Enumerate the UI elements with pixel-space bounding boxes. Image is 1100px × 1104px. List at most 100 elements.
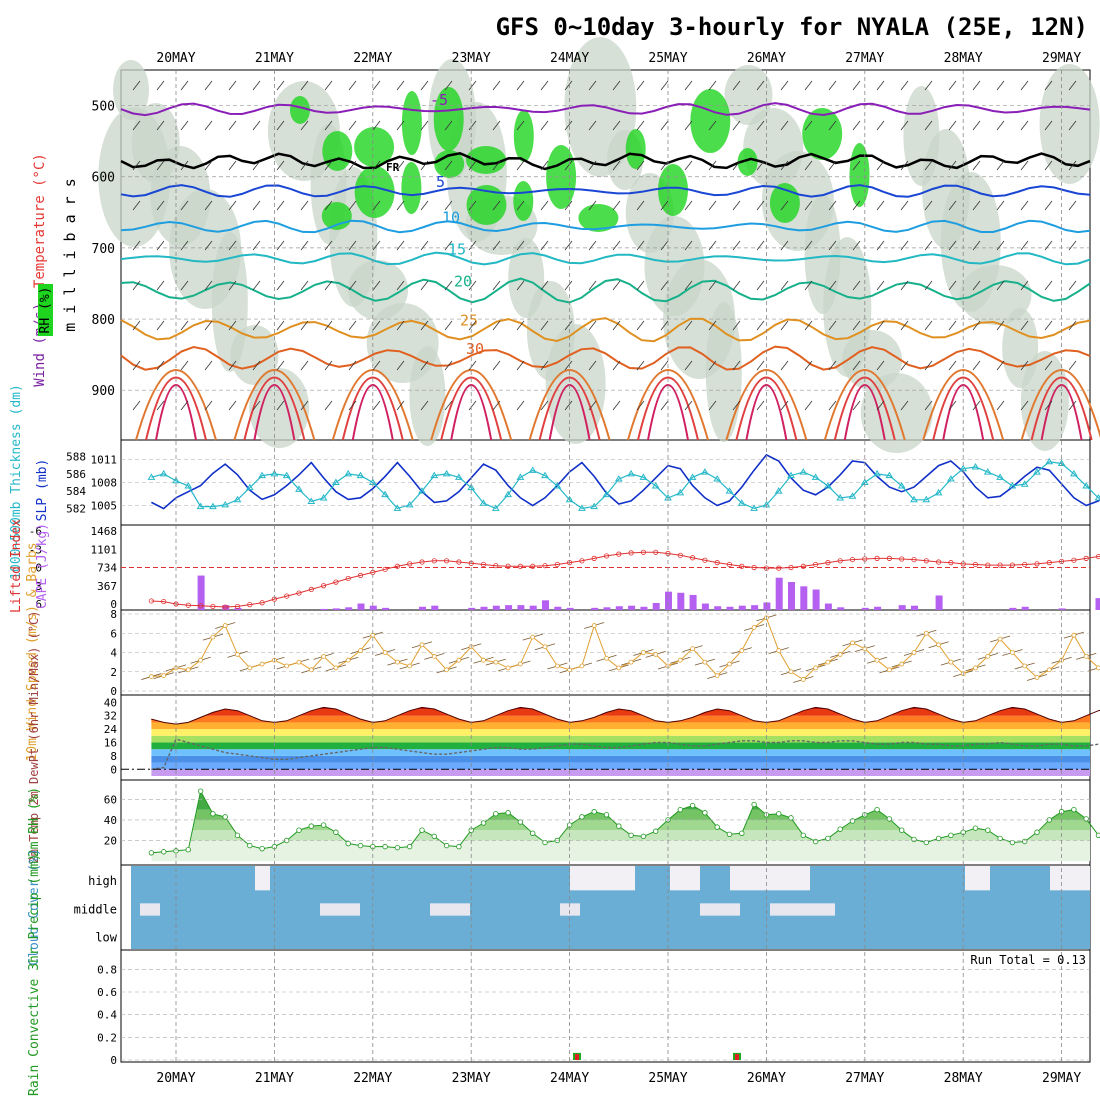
- day-label-bottom: 27MAY: [845, 1071, 884, 1086]
- cloud-high-clear: [255, 866, 270, 890]
- wind10-point: [580, 664, 584, 668]
- slp-axis-label: SLP (mb): [35, 459, 50, 522]
- run-total-label: Run Total = 0.13: [970, 953, 1086, 967]
- cape-bar: [382, 608, 389, 610]
- isotherm-label: -5: [430, 91, 448, 109]
- cape-bar: [345, 607, 352, 610]
- precip-tick-label: 0: [110, 1054, 117, 1067]
- rh2m-point: [321, 823, 326, 828]
- day-label-top: 21MAY: [255, 51, 294, 66]
- cape-bar: [542, 600, 549, 610]
- rh2m-point: [592, 809, 597, 814]
- rh-shade-high: [513, 181, 533, 221]
- wind10-point: [949, 660, 953, 664]
- thickness-tick-label: 584: [66, 485, 86, 498]
- wind10-point: [1084, 654, 1088, 658]
- rh-shade-high: [402, 91, 422, 155]
- rh2m-point: [309, 824, 314, 829]
- cape-bar: [800, 586, 807, 610]
- rh-tick-label: 40: [104, 814, 117, 827]
- rh-legend: RH (%): [38, 284, 53, 336]
- wind10-point: [777, 649, 781, 653]
- day-label-top: 27MAY: [845, 51, 884, 66]
- cape-bar: [1059, 608, 1066, 610]
- cape-bar: [665, 592, 672, 610]
- wind10-point: [285, 664, 289, 668]
- wind10-point: [248, 666, 252, 670]
- wind10-point: [236, 652, 240, 656]
- rh2m-point: [715, 825, 720, 830]
- cloud-high-clear: [730, 866, 810, 890]
- day-label-bottom: 23MAY: [452, 1071, 491, 1086]
- wind10-point: [838, 652, 842, 656]
- rh2m-axis-label: 2m RH (%): [27, 787, 42, 857]
- day-label-top: 26MAY: [747, 51, 786, 66]
- cape-bar: [333, 608, 340, 610]
- thickness-tick-label: 586: [66, 468, 86, 481]
- temp-band: [121, 756, 1090, 763]
- cape-bar: [776, 578, 783, 610]
- rh2m-point: [407, 844, 412, 849]
- chart-title: GFS 0~10day 3-hourly for NYALA (25E, 12N…: [496, 13, 1088, 41]
- cape-bar: [1009, 608, 1016, 610]
- wind10-point: [531, 635, 535, 639]
- cape-bar: [813, 590, 820, 610]
- cloud-mid-clear: [560, 903, 580, 915]
- wind10-point: [912, 651, 916, 655]
- wind10-point: [605, 656, 609, 660]
- wind10-point: [592, 624, 596, 628]
- cape-bar: [874, 607, 881, 610]
- wind10-point: [346, 658, 350, 662]
- day-label-top: 25MAY: [648, 51, 687, 66]
- millibars-label: m i l l i b a r s: [61, 178, 79, 332]
- rh2m-point: [924, 840, 929, 845]
- day-label-top: 28MAY: [944, 51, 983, 66]
- wind10-point: [1072, 633, 1076, 637]
- precip-convective-bar: [735, 1054, 739, 1060]
- rh2m-point: [641, 834, 646, 839]
- wind10-point: [728, 662, 732, 666]
- precip-panel: [121, 950, 1090, 1062]
- day-label-top: 29MAY: [1042, 51, 1081, 66]
- temp-band: [121, 743, 1090, 750]
- wind10-point: [322, 654, 326, 658]
- rh2m-point: [481, 821, 486, 826]
- cape-bar: [751, 605, 758, 610]
- wind-tick-label: 6: [110, 627, 117, 640]
- day-label-bottom: 21MAY: [255, 1071, 294, 1086]
- day-label-bottom: 24MAY: [550, 1071, 589, 1086]
- rh-tick-label: 60: [104, 793, 117, 806]
- cloud-layer-label: low: [95, 931, 117, 945]
- wind10-point: [740, 649, 744, 653]
- wind-tick-label: 4: [110, 647, 117, 660]
- slp-tick-label: 1008: [91, 477, 118, 490]
- wind10-point: [1097, 666, 1100, 670]
- wind10-point: [199, 658, 203, 662]
- cloud-mid-clear: [430, 903, 470, 915]
- rh2m-point: [629, 833, 634, 838]
- cloud-layer-label: middle: [74, 902, 117, 916]
- rh2m-point: [223, 815, 228, 820]
- temp-tick-label: 32: [104, 710, 117, 723]
- wind10-point: [641, 651, 645, 655]
- cape-bar: [616, 606, 623, 610]
- wind10-point: [543, 645, 547, 649]
- wind10-point: [211, 635, 215, 639]
- cape-tick-label: 1468: [91, 525, 118, 538]
- wind10-point: [223, 624, 227, 628]
- rh2m-point: [740, 831, 745, 836]
- slp-tick-label: 1011: [91, 454, 118, 467]
- cloud-high-clear: [965, 866, 990, 890]
- pressure-tick-label: 800: [92, 313, 115, 328]
- cloud-layer-label: high: [88, 874, 117, 888]
- rh-tick-label: 20: [104, 834, 117, 847]
- wind10-point: [1023, 664, 1027, 668]
- rh2m-point: [826, 836, 831, 841]
- cape-bar: [431, 606, 438, 610]
- rh2m-point: [1084, 817, 1089, 822]
- rh2m-point: [1035, 830, 1040, 835]
- cape-bar: [825, 604, 832, 610]
- rh2m-point: [986, 828, 991, 833]
